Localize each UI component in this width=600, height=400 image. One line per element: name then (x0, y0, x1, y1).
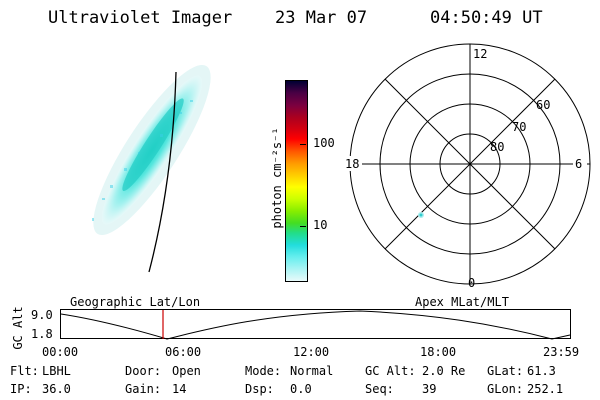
polar-diagonal-2 (384, 78, 556, 250)
status-value: 61.3 (527, 364, 556, 378)
status-key: GLat: (487, 364, 524, 378)
mlt-label-12: 12 (473, 47, 487, 61)
timeline-xtick-label: 12:00 (293, 345, 330, 359)
mlt-label-0: 0 (468, 276, 475, 290)
colorbar (285, 80, 308, 282)
status-value: 36.0 (42, 382, 71, 396)
timeline-axis-title: GC Alt (11, 306, 25, 350)
status-key: Flt: (10, 364, 39, 378)
instrument-title: Ultraviolet Imager (48, 8, 233, 28)
timeline-xtick-label: 06:00 (165, 345, 202, 359)
lat-label-70: 70 (512, 120, 526, 134)
aurora-emission-region (93, 64, 211, 236)
observation-date: 23 Mar 07 (275, 8, 368, 28)
timeline-ytick-top: 9.0 (31, 308, 53, 322)
status-value: LBHL (42, 364, 71, 378)
timeline-xtick-label: 18:00 (420, 345, 457, 359)
terminator-line (148, 71, 177, 273)
aurora-speckles (92, 100, 193, 221)
status-key: GLon: (487, 382, 524, 396)
timeline-xtick-label: 23:59 (543, 345, 580, 359)
status-value: Normal (290, 364, 334, 378)
colorbar-unit-label: photon cm⁻²s⁻¹ (270, 127, 284, 229)
status-value: 39 (422, 382, 437, 396)
timeline-xtick-label: 00:00 (42, 345, 79, 359)
status-value: 14 (172, 382, 187, 396)
status-key: Door: (125, 364, 162, 378)
lat-label-60: 60 (536, 98, 550, 112)
status-key: Seq: (365, 382, 394, 396)
status-key: Dsp: (245, 382, 274, 396)
orbit-timeline-plot (60, 309, 571, 340)
status-value: 0.0 (290, 382, 312, 396)
mlt-label-18: 18 (345, 157, 359, 171)
timeline-left-label: Geographic Lat/Lon (70, 295, 201, 309)
status-key: GC Alt: (365, 364, 416, 378)
timeline-ytick-bottom: 1.8 (31, 327, 53, 341)
polar-emission-dot (418, 212, 424, 218)
geographic-image (92, 64, 211, 273)
status-value: Open (172, 364, 201, 378)
status-key: Mode: (245, 364, 282, 378)
observation-time: 04:50:49 UT (430, 8, 543, 28)
timeline-frame (60, 309, 571, 339)
status-value: 252.1 (527, 382, 564, 396)
lat-label-80: 80 (490, 140, 504, 154)
status-key: IP: (10, 382, 32, 396)
orbit-altitude-curve (60, 310, 571, 340)
colorbar-tick-mark (300, 226, 306, 227)
colorbar-tick-mark (300, 143, 306, 145)
timeline-right-label: Apex MLat/MLT (415, 295, 509, 309)
colorbar-tick-label: 10 (313, 218, 328, 232)
polar-plot: 12 18 6 0 60 70 80 (342, 43, 591, 290)
colorbar-tick-label: 100 (313, 135, 335, 150)
mlt-label-6: 6 (575, 157, 582, 171)
status-key: Gain: (125, 382, 162, 396)
status-value: 2.0 Re (422, 364, 466, 378)
